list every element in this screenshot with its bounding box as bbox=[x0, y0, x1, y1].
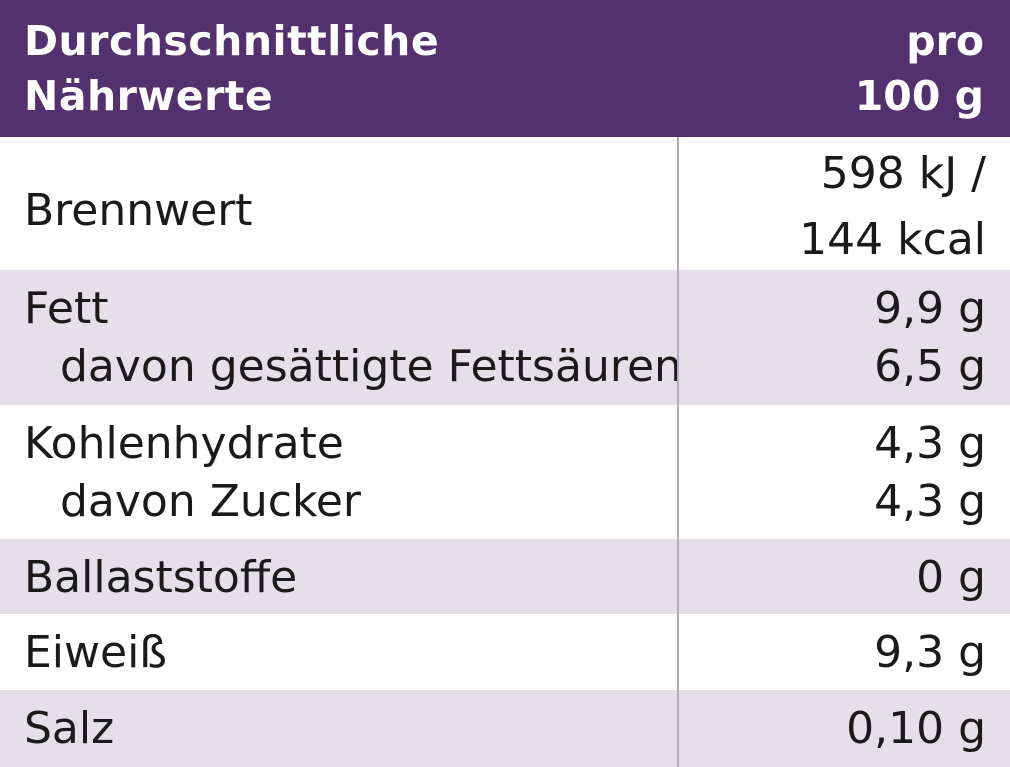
row-label: Kohlenhydrate bbox=[24, 418, 344, 469]
table-header: Durchschnittliche Nährwerte pro 100 g bbox=[0, 0, 1010, 137]
row-value-line1: 598 kJ / bbox=[820, 148, 986, 199]
row-value: 9,3 g bbox=[874, 627, 986, 678]
row-value: 9,9 g bbox=[874, 283, 986, 334]
row-salz: Salz 0,10 g bbox=[0, 690, 1010, 767]
header-per-line1: pro bbox=[906, 17, 984, 65]
row-value: 4,3 g bbox=[874, 418, 986, 469]
header-title-line2: Nährwerte bbox=[24, 72, 274, 120]
column-divider bbox=[677, 137, 679, 767]
row-ballaststoffe: Ballaststoffe 0 g bbox=[0, 539, 1010, 614]
row-label: Eiweiß bbox=[24, 627, 168, 678]
row-kohlenhydrate: Kohlenhydrate 4,3 g davon Zucker 4,3 g bbox=[0, 405, 1010, 539]
header-per-unit: pro 100 g bbox=[855, 14, 984, 124]
row-label: Ballaststoffe bbox=[24, 552, 298, 603]
row-sub-value: 4,3 g bbox=[874, 476, 986, 527]
row-label: Salz bbox=[24, 703, 115, 754]
row-sub-label: davon Zucker bbox=[60, 476, 362, 527]
row-label: Fett bbox=[24, 283, 109, 334]
header-title: Durchschnittliche Nährwerte bbox=[24, 14, 439, 124]
row-value-line2: 144 kcal bbox=[799, 214, 986, 265]
row-value: 0,10 g bbox=[846, 703, 986, 754]
row-eiweiss: Eiweiß 9,3 g bbox=[0, 614, 1010, 690]
row-sub-label: davon gesättigte Fettsäuren bbox=[60, 341, 682, 392]
header-title-line1: Durchschnittliche bbox=[24, 17, 440, 65]
header-per-line2: 100 g bbox=[854, 72, 984, 120]
row-sub-value: 6,5 g bbox=[874, 341, 986, 392]
row-fett: Fett 9,9 g davon gesättigte Fettsäuren 6… bbox=[0, 270, 1010, 405]
row-value: 0 g bbox=[916, 552, 986, 603]
row-label: Brennwert bbox=[24, 185, 253, 236]
row-brennwert: Brennwert 598 kJ / 144 kcal bbox=[0, 137, 1010, 270]
